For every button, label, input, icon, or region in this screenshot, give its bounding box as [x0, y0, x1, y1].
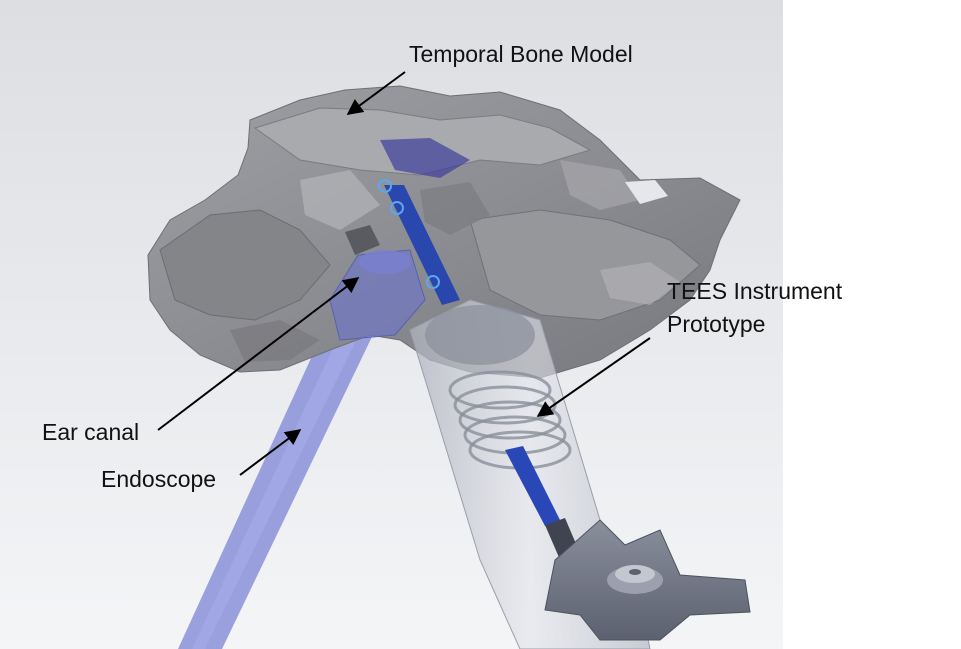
- tees-label-line-2: Prototype: [667, 311, 766, 337]
- tees-instrument-arrow: [536, 337, 651, 417]
- cad-render: [0, 0, 783, 649]
- bone-facet-1: [300, 170, 380, 230]
- temporal-bone-model: [147, 85, 741, 379]
- temporal-bone-arrow: [346, 71, 406, 115]
- shaft-ring-3: [426, 275, 440, 289]
- bone-facet-5: [600, 262, 680, 305]
- shaft-ring-2: [390, 201, 404, 215]
- bone-window-2: [345, 225, 380, 255]
- tees-label-line-1: TEES Instrument: [667, 278, 843, 304]
- temporal-bone-label: Temporal Bone Model: [409, 41, 633, 67]
- bone-left-lobe: [159, 209, 331, 321]
- bone-cavity-dark: [380, 138, 470, 178]
- ear-canal-arrow: [157, 277, 360, 431]
- ear-canal-label: Ear canal: [42, 419, 140, 445]
- endoscope-arrow: [239, 429, 302, 476]
- endoscope-highlight: [192, 265, 392, 649]
- instrument-shaft-upper: [384, 185, 460, 305]
- housing-top-cap: [425, 305, 535, 365]
- bone-window: [625, 180, 668, 204]
- ear-canal-opening: [359, 250, 411, 274]
- instrument-inner-shaft: [505, 446, 560, 526]
- thumb-wheel: [544, 519, 751, 641]
- bone-facet-3: [560, 160, 640, 210]
- tees-instrument-label: TEES Instrument Prototype: [667, 275, 867, 341]
- shaft-ring-1: [378, 179, 392, 193]
- bone-facet-2: [420, 182, 490, 235]
- endoscope-label: Endoscope: [101, 466, 217, 492]
- thumb-wheel-screw: [629, 569, 641, 575]
